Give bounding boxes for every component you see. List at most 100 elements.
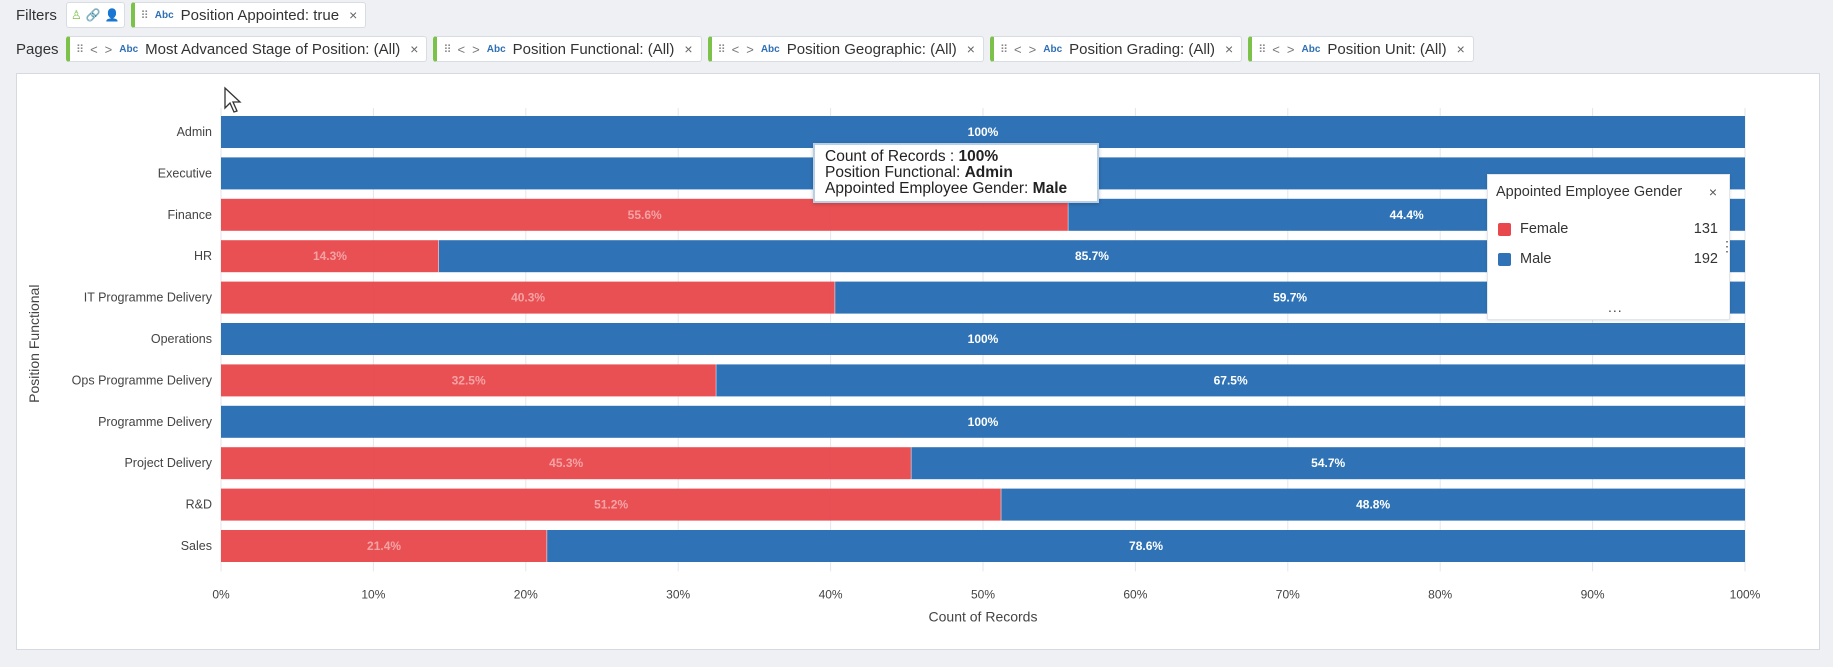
bar-data-label: 32.5% bbox=[452, 373, 486, 387]
filter-pill-label: Position Appointed: true bbox=[180, 6, 340, 24]
pages-label: Pages bbox=[16, 40, 59, 58]
bar-segment-male[interactable] bbox=[221, 323, 1745, 355]
more-icon[interactable]: ... bbox=[1608, 299, 1623, 315]
page-pill-label: Position Functional: (All) bbox=[512, 40, 675, 58]
chevron-left-icon[interactable]: < bbox=[1272, 41, 1280, 57]
bar-data-label: 45.3% bbox=[549, 456, 583, 470]
chevron-left-icon[interactable]: < bbox=[731, 41, 740, 57]
drag-handle-icon[interactable]: ⠿ bbox=[443, 43, 451, 56]
kebab-menu-icon[interactable]: ⋮ bbox=[1720, 238, 1734, 254]
chevron-left-icon[interactable]: < bbox=[1014, 41, 1022, 57]
category-label: Admin bbox=[177, 125, 212, 139]
link-icon[interactable]: 🔗 bbox=[85, 8, 101, 22]
close-icon[interactable]: × bbox=[1708, 184, 1717, 200]
bar-data-label: 40.3% bbox=[511, 291, 545, 305]
bar-segment-male[interactable] bbox=[1001, 488, 1745, 521]
page-pill-most-advanced-stage[interactable]: ⠿ < > Abc Most Advanced Stage of Positio… bbox=[66, 36, 428, 62]
filter-pill-position-appointed[interactable]: ⠿ Abc Position Appointed: true × bbox=[130, 2, 367, 28]
page-pill-position-unit[interactable]: ⠿ < > Abc Position Unit: (All) × bbox=[1248, 36, 1474, 62]
close-icon[interactable]: × bbox=[1456, 41, 1465, 57]
category-label: Executive bbox=[158, 166, 212, 180]
bar-segment-male[interactable] bbox=[547, 530, 1745, 562]
bar-data-label: 100% bbox=[968, 415, 999, 429]
bar-data-label: 51.2% bbox=[594, 498, 628, 512]
chevron-right-icon[interactable]: > bbox=[472, 41, 480, 57]
bar-data-label: 48.8% bbox=[1356, 498, 1390, 512]
chevron-right-icon[interactable]: > bbox=[1028, 41, 1037, 57]
page-pill-label: Position Unit: (All) bbox=[1327, 40, 1447, 58]
category-label: Operations bbox=[151, 332, 212, 346]
bar-data-label: 85.7% bbox=[1075, 249, 1109, 263]
page-pill-position-geographic[interactable]: ⠿ < > Abc Position Geographic: (All) × bbox=[707, 36, 984, 62]
tooltip-value: 100% bbox=[958, 148, 999, 165]
page-pill-position-functional[interactable]: ⠿ < > Abc Position Functional: (All) × bbox=[433, 36, 702, 62]
legend-item-female[interactable]: Female 131 bbox=[1498, 220, 1718, 238]
bar-segment-male[interactable] bbox=[716, 364, 1745, 397]
drag-handle-icon[interactable]: ⠿ bbox=[76, 43, 84, 56]
text-type-icon: Abc bbox=[486, 43, 506, 55]
legend-panel: Appointed Employee Gender × Female 131 M… bbox=[1487, 174, 1730, 320]
close-icon[interactable]: × bbox=[1225, 41, 1234, 57]
close-icon[interactable]: × bbox=[684, 41, 693, 57]
category-label: HR bbox=[194, 249, 212, 263]
chevron-right-icon[interactable]: > bbox=[746, 41, 754, 57]
text-type-icon: Abc bbox=[1301, 43, 1321, 55]
x-tick-label: 40% bbox=[819, 587, 843, 601]
legend-item-label: Male bbox=[1520, 251, 1552, 267]
chevron-left-icon[interactable]: < bbox=[457, 41, 466, 57]
legend-item-count: 131 bbox=[1693, 221, 1718, 237]
filters-label: Filters bbox=[16, 6, 57, 24]
chevron-right-icon[interactable]: > bbox=[104, 41, 113, 57]
person-icon[interactable]: 👤 bbox=[104, 8, 120, 22]
tooltip-label: Count of Records : bbox=[825, 148, 959, 165]
bar-segment-female[interactable] bbox=[221, 364, 717, 397]
bar-segment-male[interactable] bbox=[911, 447, 1745, 480]
bar-segment-female[interactable] bbox=[221, 488, 1002, 521]
drag-handle-icon[interactable]: ⠿ bbox=[717, 43, 726, 56]
tooltip-value: Admin bbox=[964, 164, 1013, 181]
close-icon[interactable]: × bbox=[410, 41, 419, 57]
drag-handle-icon[interactable]: ⠿ bbox=[1258, 43, 1266, 56]
x-tick-label: 60% bbox=[1123, 587, 1147, 601]
legend-item-label: Female bbox=[1520, 221, 1569, 237]
page-pill-label: Most Advanced Stage of Position: (All) bbox=[145, 40, 401, 58]
stacked-bar-chart[interactable]: 0% 10% 20% 30% 40% 50% 60% 70% 80% 90% 100%Admin 10… bbox=[17, 74, 1821, 651]
close-icon[interactable]: × bbox=[966, 41, 975, 57]
chart-tooltip: Count of Records : 100% Position Functio… bbox=[813, 143, 1099, 203]
bar-segment-female[interactable] bbox=[221, 530, 548, 562]
bar-data-label: 21.4% bbox=[367, 539, 401, 553]
bar-data-label: 100% bbox=[968, 332, 999, 346]
marker-icon[interactable]: ♙ bbox=[71, 8, 82, 22]
text-type-icon: Abc bbox=[154, 9, 174, 21]
bar-segment-female[interactable] bbox=[221, 447, 912, 480]
filter-icons-group[interactable]: ♙ 🔗 👤 bbox=[66, 2, 125, 28]
drag-handle-icon[interactable]: ⠿ bbox=[140, 9, 149, 22]
x-tick-label: 30% bbox=[666, 587, 690, 601]
bar-segment-male[interactable] bbox=[221, 405, 1745, 438]
x-tick-label: 50% bbox=[971, 587, 995, 601]
legend-item-male[interactable]: Male 192 bbox=[1498, 250, 1718, 268]
bar-segment-female[interactable] bbox=[221, 281, 836, 314]
bar-segment-male[interactable] bbox=[221, 116, 1745, 148]
close-icon[interactable]: × bbox=[349, 7, 358, 23]
drag-handle-icon[interactable]: ⠿ bbox=[999, 43, 1008, 56]
filters-shelf: Filters ♙ 🔗 👤 ⠿ Abc Position Appointed: … bbox=[0, 0, 372, 30]
bar-data-label: 78.6% bbox=[1129, 539, 1163, 553]
chevron-right-icon[interactable]: > bbox=[1286, 41, 1295, 57]
x-axis-title: Count of Records bbox=[929, 608, 1038, 624]
bar-segment-female[interactable] bbox=[221, 198, 1069, 231]
legend-swatch bbox=[1498, 222, 1511, 236]
mouse-cursor-icon bbox=[224, 86, 242, 113]
page-pill-position-grading[interactable]: ⠿ < > Abc Position Grading: (All) × bbox=[989, 36, 1243, 62]
chevron-left-icon[interactable]: < bbox=[90, 41, 98, 57]
x-tick-label: 90% bbox=[1581, 587, 1605, 601]
category-label: R&D bbox=[186, 498, 212, 512]
tooltip-line-gender: Appointed Employee Gender: Male bbox=[825, 181, 1087, 197]
bar-segment-female[interactable] bbox=[221, 240, 439, 273]
category-label: Programme Delivery bbox=[98, 415, 213, 429]
category-label: Sales bbox=[181, 539, 212, 553]
legend-title: Appointed Employee Gender bbox=[1496, 184, 1683, 200]
text-type-icon: Abc bbox=[119, 43, 139, 55]
tooltip-label: Position Functional: bbox=[825, 164, 965, 181]
bar-data-label: 14.3% bbox=[313, 249, 347, 263]
